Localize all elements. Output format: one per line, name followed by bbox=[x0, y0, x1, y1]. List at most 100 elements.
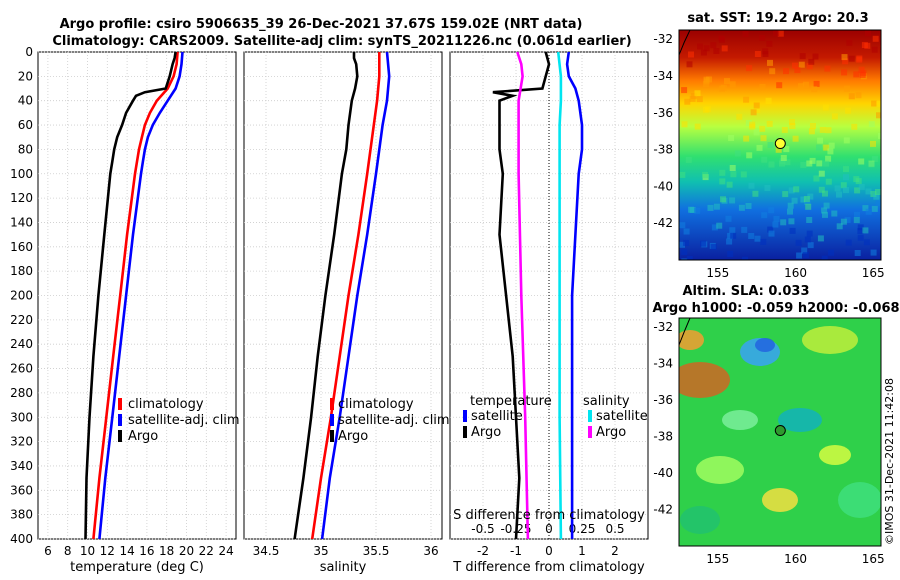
sst-pixel bbox=[806, 63, 813, 70]
sst-pixel bbox=[818, 186, 825, 193]
salinity-legend: climatology satellite-adj. clim Argo bbox=[330, 397, 450, 444]
sst-pixel bbox=[754, 235, 761, 242]
series-line-t-satellite bbox=[565, 51, 584, 539]
sst-pixel bbox=[729, 165, 736, 171]
sst-pixel bbox=[845, 239, 852, 246]
legend-satellite-swatch bbox=[330, 414, 334, 426]
sst-pixel bbox=[868, 161, 875, 168]
sst-pixel bbox=[743, 96, 750, 103]
lat-tick-label: -40 bbox=[653, 179, 673, 193]
sst-pixel bbox=[819, 126, 826, 133]
sst-pixel bbox=[766, 120, 773, 127]
s-difference-xlabel: S difference from climatology bbox=[453, 508, 645, 523]
sst-pixel bbox=[854, 250, 861, 256]
sst-pixel bbox=[851, 123, 858, 130]
sla-map-frame bbox=[678, 317, 882, 547]
y-tick-label: 260 bbox=[10, 362, 33, 376]
y-tick-label: 340 bbox=[10, 459, 33, 473]
salinity-series bbox=[293, 51, 391, 540]
y-tick-label: 280 bbox=[10, 386, 33, 400]
sst-pixel bbox=[745, 120, 752, 126]
sst-pixel bbox=[854, 187, 861, 194]
sst-pixel bbox=[795, 239, 802, 246]
sst-argo-marker bbox=[774, 138, 786, 150]
depth-tick-labels: 0 20 40 60 80 100 120 140 160 180 200 220 240 260 280 3… bbox=[10, 45, 33, 546]
sst-pixel bbox=[686, 256, 693, 260]
sst-pixel bbox=[729, 197, 736, 204]
s-tick-label: -0.5 bbox=[471, 522, 494, 536]
sst-pixel bbox=[780, 219, 787, 226]
sst-pixel bbox=[789, 227, 796, 234]
sst-pixel bbox=[862, 227, 869, 234]
sst-pixel bbox=[864, 42, 871, 49]
y-tick-label: 240 bbox=[10, 337, 33, 351]
sst-pixel bbox=[858, 66, 865, 73]
series-line-satellite-adj-clim bbox=[98, 51, 184, 540]
sst-pixel bbox=[765, 97, 772, 104]
sst-pixel bbox=[711, 224, 718, 231]
sst-pixel bbox=[783, 68, 789, 75]
sst-pixel bbox=[760, 238, 767, 245]
sst-pixel bbox=[767, 226, 774, 233]
legend-s-satellite-label: satellite bbox=[596, 409, 648, 424]
sst-pixel bbox=[761, 156, 768, 163]
sst-pixel bbox=[876, 112, 881, 119]
s-tick-label: 0.5 bbox=[605, 522, 624, 536]
sst-pixel bbox=[857, 234, 864, 241]
sst-pixel bbox=[694, 207, 701, 214]
sst-pixel bbox=[871, 100, 878, 107]
sst-pixel bbox=[746, 152, 753, 159]
sst-pixel bbox=[719, 178, 726, 185]
sst-pixel bbox=[729, 227, 736, 234]
difference-panel: -2 -1 0 1 2 -0.5 -0.25 0 0.25 0.5 S difference f… bbox=[449, 51, 649, 575]
sst-texture bbox=[679, 30, 881, 260]
legend-satellite-label: satellite-adj. clim bbox=[338, 413, 450, 428]
sst-pixel bbox=[700, 240, 706, 247]
lat-tick-label: -38 bbox=[653, 143, 673, 157]
sst-pixel bbox=[828, 142, 835, 149]
sst-pixel bbox=[807, 193, 814, 200]
sst-pixel bbox=[782, 191, 789, 198]
sla-coastline bbox=[678, 317, 691, 346]
sst-pixel bbox=[685, 156, 692, 163]
sst-pixel bbox=[710, 244, 717, 250]
sla-map-panel: Altim. SLA: 0.033 Argo h1000: -0.059 h20… bbox=[652, 284, 899, 566]
sst-pixel bbox=[766, 40, 773, 47]
salinity-panel: 34.5 35 35.5 36 salinity climatology satell… bbox=[243, 51, 450, 575]
series-line-satellite-adj-clim bbox=[320, 51, 391, 540]
sla-blob bbox=[762, 488, 798, 512]
sst-pixel bbox=[700, 49, 707, 56]
sst-pixel bbox=[841, 69, 848, 76]
temperature-legend: climatology satellite-adj. clim Argo bbox=[118, 397, 240, 444]
sst-pixel bbox=[871, 46, 878, 53]
sst-pixel bbox=[734, 150, 741, 157]
y-tick-label: 300 bbox=[10, 410, 33, 424]
lat-tick-label: -32 bbox=[653, 320, 673, 334]
sst-pixel bbox=[710, 42, 717, 49]
t-difference-xlabel: T difference from climatology bbox=[452, 560, 645, 575]
chart-title-line1: Argo profile: csiro 5906635_39 26-Dec-20… bbox=[60, 17, 583, 32]
sst-pixel bbox=[772, 221, 779, 228]
lon-tick-label: 160 bbox=[784, 266, 807, 280]
sst-pixel bbox=[813, 175, 820, 182]
sst-pixel bbox=[793, 186, 800, 193]
sst-pixel bbox=[823, 202, 830, 209]
sst-pixel bbox=[808, 128, 815, 135]
legend-climatology-swatch bbox=[118, 398, 122, 410]
sst-pixel bbox=[879, 47, 881, 54]
sst-pixel bbox=[822, 190, 828, 197]
legend-satellite-swatch bbox=[118, 414, 122, 426]
sla-map-title: Altim. SLA: 0.033 bbox=[683, 284, 810, 299]
sst-pixel bbox=[802, 81, 809, 88]
sst-pixel bbox=[702, 171, 709, 178]
sst-pixel bbox=[805, 199, 811, 206]
sst-pixel bbox=[812, 53, 819, 60]
sst-pixel bbox=[738, 204, 745, 211]
x-tick-label: -2 bbox=[477, 544, 489, 558]
sst-pixel bbox=[681, 121, 688, 128]
sla-blob bbox=[679, 362, 730, 398]
sst-pixel bbox=[697, 43, 703, 50]
sst-pixel bbox=[870, 249, 877, 256]
sst-pixel bbox=[716, 222, 723, 229]
